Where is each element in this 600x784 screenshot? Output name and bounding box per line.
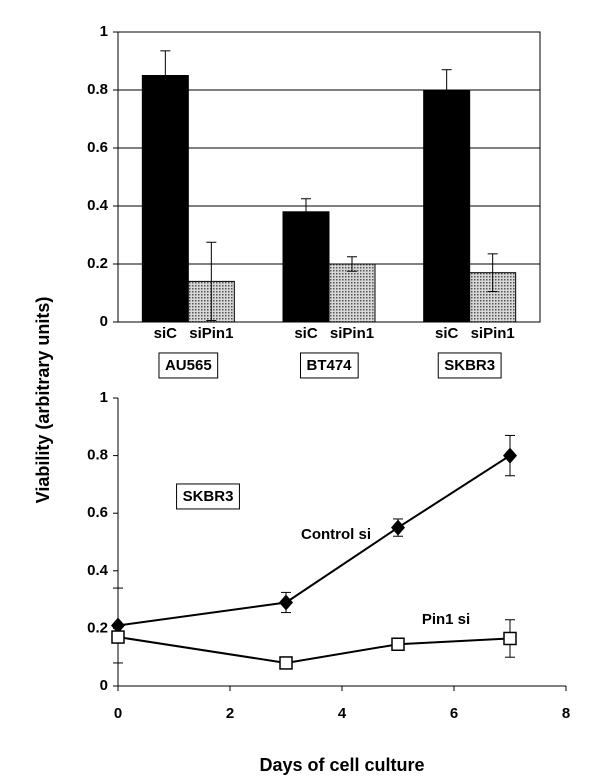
y-tick-label: 0.8 (87, 81, 108, 98)
y-tick-label: 0.8 (87, 447, 108, 464)
category-label-box (158, 352, 219, 379)
category-label-box (437, 352, 502, 379)
y-tick-label: 0 (100, 677, 108, 694)
y-axis-label: Viability (arbitrary units) (33, 297, 53, 504)
y-tick-label: 0.4 (87, 197, 109, 214)
marker (503, 631, 517, 646)
category-label: AU565 (165, 357, 212, 374)
bar-label: siC (435, 325, 459, 342)
category-label: BT474 (306, 357, 352, 374)
bar (423, 89, 471, 323)
y-tick-label: 0 (100, 313, 108, 330)
y-tick-label: 0.2 (87, 619, 108, 636)
series-line (117, 636, 511, 664)
marker (279, 594, 293, 611)
series-label: Control si (301, 526, 371, 543)
y-tick-label: 0.2 (87, 255, 108, 272)
marker (111, 617, 125, 634)
marker (279, 656, 293, 670)
y-tick-label: 0.6 (87, 504, 108, 521)
marker (111, 630, 125, 644)
bar (282, 211, 330, 323)
bar-label: siPin1 (471, 325, 515, 342)
marker (391, 519, 405, 536)
marker (503, 447, 517, 464)
bar-label: siC (154, 325, 178, 342)
bar-label: siPin1 (189, 325, 233, 342)
bar-label: siPin1 (330, 325, 374, 342)
bar-label: siC (294, 325, 318, 342)
bar (141, 75, 189, 323)
annotation: SKBR3 (183, 488, 234, 505)
series-label: Pin1 si (422, 611, 470, 628)
bar (328, 263, 376, 323)
x-tick-label: 0 (114, 705, 122, 722)
y-tick-label: 0.6 (87, 139, 108, 156)
y-tick-label: 1 (100, 389, 108, 406)
category-label: SKBR3 (444, 357, 495, 374)
x-tick-label: 2 (226, 705, 234, 722)
series-line (117, 454, 511, 627)
x-tick-label: 8 (562, 705, 570, 722)
y-tick-label: 0.4 (87, 562, 109, 579)
category-label-box (299, 352, 359, 379)
marker (391, 637, 405, 651)
x-tick-label: 4 (338, 705, 347, 722)
y-tick-label: 1 (100, 23, 108, 40)
x-tick-label: 6 (450, 705, 458, 722)
x-axis-label: Days of cell culture (259, 755, 424, 775)
annotation-box (176, 483, 240, 510)
